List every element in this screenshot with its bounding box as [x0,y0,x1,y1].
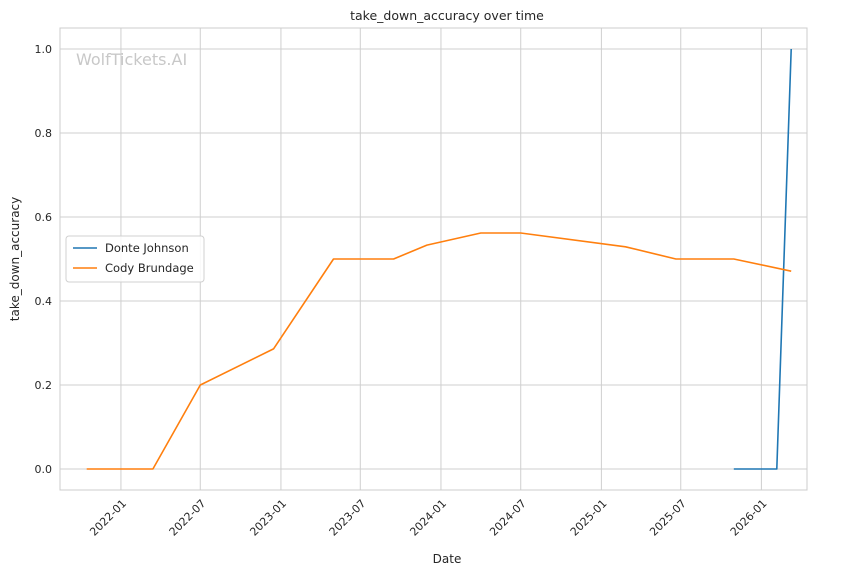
x-tick-label: 2023-01 [247,497,289,539]
x-tick-label: 2025-01 [568,497,610,539]
y-tick-label: 0.2 [35,379,53,392]
x-tick-label: 2022-07 [167,497,209,539]
watermark: WolfTickets.AI [76,50,187,69]
plot-frame [59,27,808,491]
legend: Donte Johnson Cody Brundage [65,235,205,283]
y-axis-ticks: 0.0 0.2 0.4 0.6 0.8 1.0 [35,43,53,476]
legend-label-donte-johnson: Donte Johnson [105,241,189,255]
series [86,48,792,470]
x-tick-label: 2025-07 [647,497,689,539]
x-tick-label: 2024-07 [487,497,529,539]
y-tick-label: 1.0 [35,43,53,56]
x-axis-ticks: 2022-01 2022-07 2023-01 2023-07 2024-01 2024-… [87,497,769,539]
x-tick-label: 2026-01 [728,497,770,539]
y-tick-label: 0.0 [35,463,53,476]
y-axis-label: take_down_accuracy [8,197,22,321]
x-axis-label: Date [433,552,462,566]
series-line-cody-brundage [86,232,792,470]
y-tick-label: 0.6 [35,211,53,224]
chart-title: take_down_accuracy over time [350,8,544,23]
y-tick-label: 0.8 [35,127,53,140]
x-tick-label: 2024-01 [407,497,449,539]
x-tick-label: 2023-07 [327,497,369,539]
x-tick-label: 2022-01 [87,497,129,539]
legend-label-cody-brundage: Cody Brundage [105,261,194,275]
series-line-donte-johnson [733,48,792,470]
legend-box [65,235,205,283]
y-tick-label: 0.4 [35,295,53,308]
